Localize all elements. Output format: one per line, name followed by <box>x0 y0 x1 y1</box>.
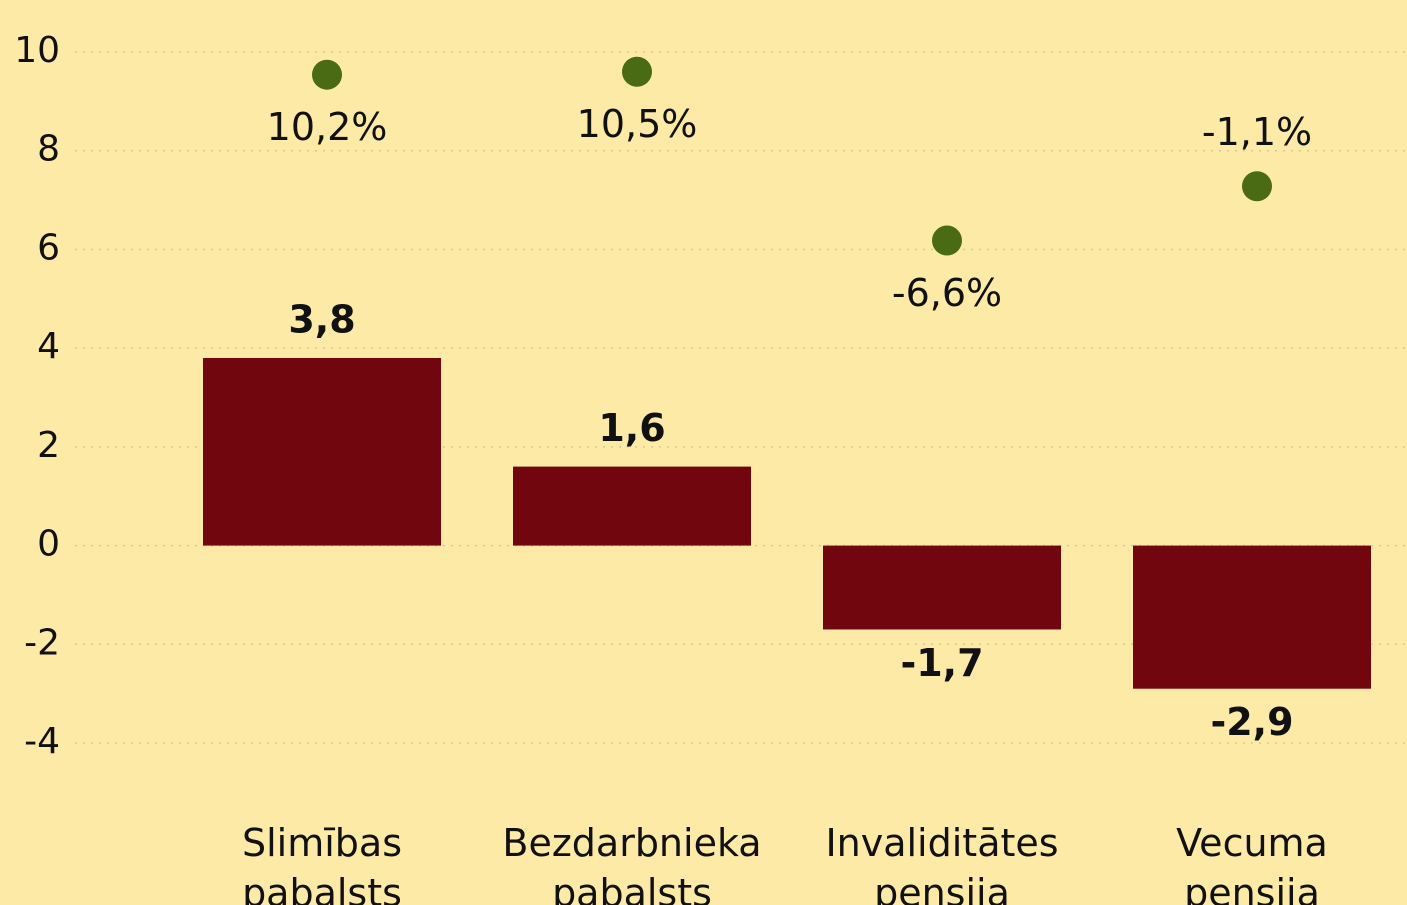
bar <box>823 545 1061 630</box>
dot <box>1242 171 1272 202</box>
y-tick-label: 4 <box>37 326 60 367</box>
dot <box>932 225 962 256</box>
dot <box>312 59 342 90</box>
x-tick-label: Vecuma pensija <box>1176 821 1328 905</box>
y-tick-label: 8 <box>37 129 60 170</box>
bar <box>1133 545 1371 689</box>
y-tick-label: -2 <box>24 622 60 663</box>
y-tick-label: 2 <box>37 425 60 466</box>
y-tick-label: 10 <box>14 30 60 71</box>
x-tick-label: Slimības pabalsts <box>242 821 402 905</box>
bar-label: 3,8 <box>288 298 355 342</box>
bar-label: -2,9 <box>1210 700 1293 744</box>
x-tick-label: Bezdarbnieka pabalsts <box>502 821 761 905</box>
dot-label: -6,6% <box>892 271 1002 315</box>
y-tick-label: 0 <box>37 524 60 565</box>
x-tick-label: Invaliditātes pensija <box>825 821 1058 905</box>
bar <box>513 466 751 546</box>
dot-label: 10,2% <box>267 105 388 149</box>
bar-label: -1,7 <box>900 641 983 685</box>
dot <box>622 56 652 87</box>
y-tick-label: -4 <box>24 721 60 762</box>
bar <box>203 358 441 546</box>
y-tick-label: 6 <box>37 227 60 268</box>
bar-label: 1,6 <box>598 406 665 450</box>
dot-label: 10,5% <box>577 102 698 146</box>
dot-label: -1,1% <box>1202 110 1312 154</box>
